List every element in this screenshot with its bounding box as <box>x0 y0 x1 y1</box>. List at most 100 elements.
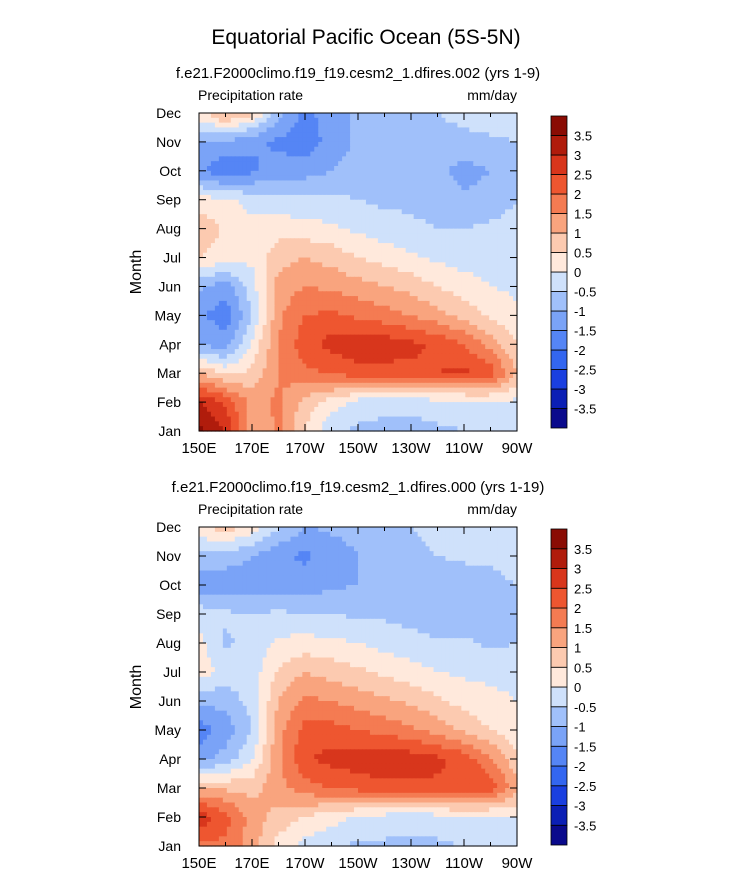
heatmap-cell <box>206 397 212 403</box>
heatmap-cell <box>453 363 458 369</box>
heatmap-cell <box>465 305 470 312</box>
heatmap-cell <box>401 339 407 345</box>
heatmap-cell <box>350 358 355 365</box>
heatmap-cell <box>377 392 383 398</box>
heatmap-cell <box>202 127 208 133</box>
heatmap-cell <box>218 141 224 148</box>
heatmap-cell <box>465 180 470 186</box>
heatmap-cell <box>513 209 518 215</box>
heatmap-cell <box>290 199 296 206</box>
heatmap-cell <box>365 305 371 312</box>
heatmap-cell <box>199 161 204 167</box>
heatmap-cell <box>457 161 462 167</box>
heatmap-cell <box>393 397 399 403</box>
heatmap-cell <box>358 122 363 129</box>
heatmap-cell <box>266 325 272 331</box>
heatmap-cell <box>453 296 458 302</box>
heatmap-cell <box>501 387 506 394</box>
heatmap-cell <box>214 272 220 278</box>
heatmap-cell <box>485 320 490 326</box>
heatmap-cell <box>449 334 455 341</box>
heatmap-cell <box>485 214 490 220</box>
heatmap-cell <box>497 180 502 186</box>
heatmap-cell <box>445 378 451 384</box>
heatmap-cell <box>441 122 447 129</box>
heatmap-cell <box>469 132 474 138</box>
heatmap-cell <box>509 344 514 350</box>
heatmap-cell <box>206 296 212 302</box>
heatmap-cell <box>354 387 359 394</box>
heatmap-cell <box>473 382 478 389</box>
heatmap-cell <box>437 175 443 182</box>
heatmap-cell <box>246 233 252 239</box>
heatmap-cell <box>377 204 383 210</box>
heatmap-cell <box>441 339 447 345</box>
heatmap-cell <box>242 141 248 148</box>
heatmap-cell <box>242 378 248 384</box>
heatmap-cell <box>310 204 315 210</box>
heatmap-cell <box>425 199 431 206</box>
heatmap-cell <box>509 310 514 316</box>
heatmap-cell <box>322 291 327 297</box>
heatmap-cell <box>453 368 458 374</box>
heatmap-cell <box>477 320 482 326</box>
heatmap-cell <box>298 170 303 177</box>
heatmap-cell <box>206 363 212 369</box>
heatmap-cell <box>385 378 391 384</box>
heatmap-cell <box>389 378 395 384</box>
heatmap-cell <box>465 219 470 225</box>
heatmap-cell <box>334 180 339 186</box>
heatmap-cell <box>369 382 375 389</box>
heatmap-cell <box>262 257 268 263</box>
heatmap-cell <box>441 363 447 369</box>
heatmap-cell <box>354 223 359 230</box>
heatmap-cell <box>393 296 399 302</box>
heatmap-cell <box>354 305 359 312</box>
heatmap-cell <box>334 214 339 220</box>
heatmap-cell <box>473 305 478 312</box>
heatmap-cell <box>230 122 236 129</box>
heatmap-cell <box>246 170 252 177</box>
heatmap-cell <box>425 175 431 182</box>
heatmap-cell <box>377 291 383 297</box>
heatmap-cell <box>385 204 391 210</box>
heatmap-cell <box>397 156 403 162</box>
heatmap-cell <box>306 156 311 162</box>
heatmap-cell <box>234 199 240 206</box>
heatmap-cell <box>358 368 363 374</box>
heatmap-cell <box>199 257 204 263</box>
heatmap-cell <box>270 276 276 283</box>
heatmap-cell <box>334 300 339 307</box>
heatmap-cell <box>457 358 462 365</box>
heatmap-cell <box>294 315 299 321</box>
heatmap-cell <box>214 228 220 235</box>
heatmap-cell <box>199 233 204 239</box>
heatmap-cell <box>270 146 276 153</box>
heatmap-cell <box>302 296 307 302</box>
heatmap-cell <box>473 194 478 201</box>
heatmap-cell <box>413 190 419 196</box>
heatmap-cell <box>246 363 252 369</box>
heatmap-cell <box>365 392 371 398</box>
heatmap-cell <box>369 257 375 263</box>
heatmap-cell <box>278 161 284 167</box>
heatmap-cell <box>477 175 482 182</box>
heatmap-cell <box>294 378 299 384</box>
heatmap-cell <box>453 209 458 215</box>
heatmap-cell <box>298 151 303 157</box>
heatmap-cell <box>262 397 268 403</box>
heatmap-cell <box>246 161 252 167</box>
heatmap-cell <box>457 214 462 220</box>
heatmap-cell <box>361 127 367 133</box>
heatmap-cell <box>246 272 252 278</box>
heatmap-cell <box>199 243 204 249</box>
heatmap-cell <box>417 199 423 206</box>
heatmap-cell <box>242 194 248 201</box>
heatmap-cell <box>330 252 335 259</box>
heatmap-cell <box>286 368 292 374</box>
heatmap-cell <box>326 397 331 403</box>
heatmap-cell <box>354 406 359 413</box>
heatmap-cell <box>369 353 375 360</box>
heatmap-cell <box>354 378 359 384</box>
heatmap-cell <box>242 353 248 360</box>
